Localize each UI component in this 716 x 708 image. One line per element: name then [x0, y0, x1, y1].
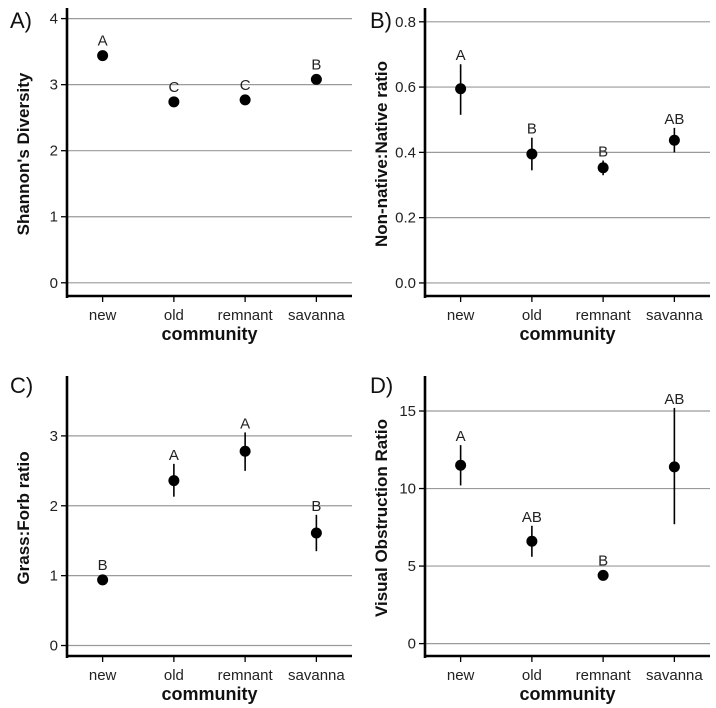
y-tick-label: 3 — [50, 428, 58, 445]
y-tick-label: 0 — [408, 636, 416, 653]
x-tick-label: remnant — [218, 307, 274, 324]
x-axis-title: community — [519, 684, 615, 704]
data-point — [597, 162, 609, 174]
significance-letter: AB — [664, 111, 684, 128]
panel-label: C) — [10, 373, 33, 398]
x-tick-label: savanna — [288, 667, 345, 684]
data-point — [668, 134, 680, 146]
y-axis-title: Shannon's Diversity — [14, 72, 33, 235]
x-tick-label: savanna — [288, 307, 345, 324]
y-tick-label: 0.0 — [395, 275, 416, 292]
data-point — [455, 459, 467, 471]
panel-label: B) — [370, 8, 392, 33]
data-point — [97, 50, 109, 62]
significance-letter: B — [311, 56, 321, 73]
significance-letter: AB — [522, 509, 542, 526]
x-tick-label: remnant — [218, 667, 274, 684]
y-tick-label: 0 — [50, 275, 58, 292]
y-axis-title: Visual Obstruction Ratio — [372, 419, 391, 617]
y-tick-label: 5 — [408, 558, 416, 575]
x-tick-label: new — [89, 307, 117, 324]
y-tick-label: 15 — [399, 403, 416, 420]
x-tick-label: old — [522, 667, 542, 684]
y-axis-title: Non-native:Native ratio — [372, 61, 391, 247]
data-point — [455, 83, 467, 95]
x-tick-label: old — [164, 307, 184, 324]
x-tick-label: new — [89, 667, 117, 684]
significance-letter: A — [456, 428, 466, 445]
x-axis-title: community — [161, 684, 257, 704]
x-tick-label: remnant — [576, 667, 632, 684]
x-tick-label: savanna — [646, 667, 703, 684]
x-tick-label: old — [522, 307, 542, 324]
x-tick-label: new — [447, 667, 475, 684]
y-tick-label: 0.2 — [395, 210, 416, 227]
y-tick-label: 1 — [50, 209, 58, 226]
significance-letter: B — [598, 552, 608, 569]
significance-letter: A — [456, 47, 466, 64]
y-tick-label: 0.4 — [395, 144, 416, 161]
data-point — [168, 475, 180, 487]
x-tick-label: new — [447, 307, 475, 324]
data-point — [310, 73, 322, 85]
significance-letter: C — [240, 77, 251, 94]
data-point — [597, 569, 609, 581]
y-tick-label: 0.6 — [395, 79, 416, 96]
y-tick-label: 2 — [50, 143, 58, 160]
data-point — [239, 94, 251, 106]
x-axis-title: community — [161, 324, 257, 344]
significance-letter: A — [240, 415, 250, 432]
x-tick-label: savanna — [646, 307, 703, 324]
data-point — [168, 96, 180, 108]
x-tick-label: remnant — [576, 307, 632, 324]
significance-letter: B — [98, 557, 108, 574]
significance-letter: AB — [664, 391, 684, 408]
panel-label: A) — [10, 8, 32, 33]
data-point — [239, 445, 251, 457]
significance-letter: A — [169, 447, 179, 464]
significance-letter: C — [168, 79, 179, 96]
x-axis-title: community — [519, 324, 615, 344]
significance-letter: B — [311, 498, 321, 515]
y-tick-label: 4 — [50, 11, 58, 28]
data-point — [97, 574, 109, 586]
data-point — [668, 461, 680, 473]
panel-label: D) — [370, 373, 393, 398]
y-tick-label: 0.8 — [395, 14, 416, 31]
y-tick-label: 0 — [50, 638, 58, 655]
x-tick-label: old — [164, 667, 184, 684]
y-tick-label: 10 — [399, 481, 416, 498]
significance-letter: A — [98, 33, 108, 50]
y-axis-title: Grass:Forb ratio — [14, 451, 33, 584]
data-point — [526, 148, 538, 160]
y-tick-label: 3 — [50, 77, 58, 94]
significance-letter: B — [598, 144, 608, 161]
significance-letter: B — [527, 121, 537, 138]
data-point — [310, 527, 322, 539]
y-tick-label: 1 — [50, 568, 58, 585]
data-point — [526, 535, 538, 547]
y-tick-label: 2 — [50, 498, 58, 515]
